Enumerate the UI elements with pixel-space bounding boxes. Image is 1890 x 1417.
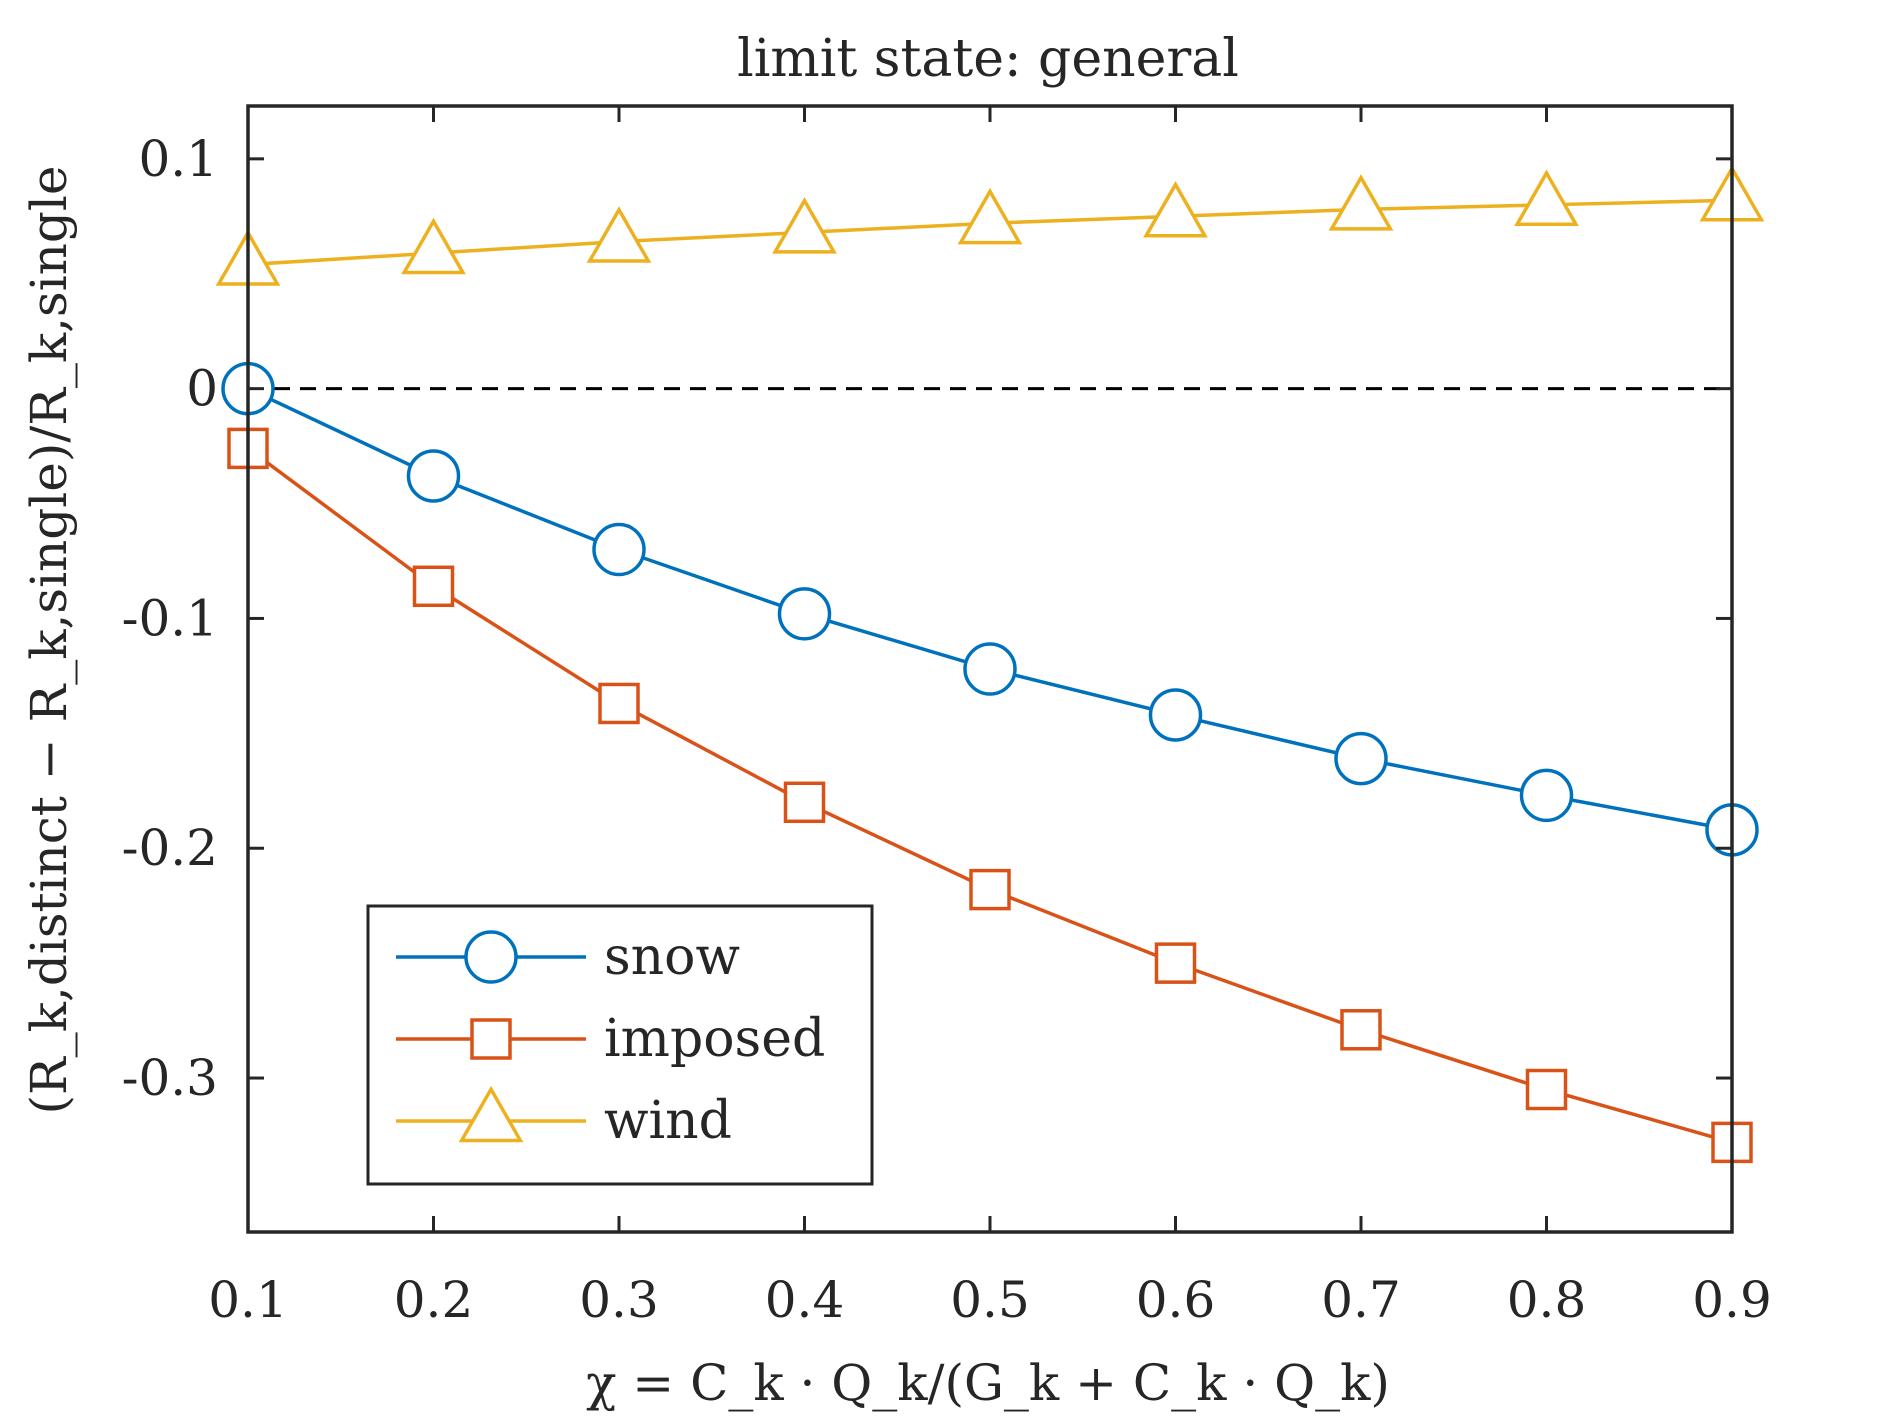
legend: snow imposed wind [366, 904, 874, 1186]
series-imposed [227, 427, 1753, 1164]
data-point-imposed-4 [783, 781, 826, 824]
x-tick-label: 0.9 [1692, 1271, 1772, 1329]
chart-title: limit state: general [737, 29, 1239, 89]
y-tick-label: -0.1 [122, 589, 218, 647]
legend-marker-imposed [470, 1018, 512, 1060]
y-tick-label: -0.3 [122, 1049, 218, 1107]
data-point-imposed-8 [1525, 1068, 1568, 1111]
x-tick-label: 0.7 [1321, 1271, 1401, 1329]
x-tick-label: 0.1 [208, 1271, 288, 1329]
y-axis-label: (R_k,distinct − R_k,single)/R_k,single [20, 166, 78, 1115]
x-tick-label: 0.5 [950, 1271, 1030, 1329]
data-point-snow-5 [963, 642, 1017, 696]
data-point-snow-8 [1519, 768, 1574, 823]
legend-marker-wind [458, 1085, 524, 1143]
data-point-snow-6 [1148, 688, 1203, 742]
data-point-wind-6 [1143, 181, 1208, 238]
x-tick-label: 0.8 [1507, 1271, 1587, 1329]
legend-label-imposed: imposed [604, 1009, 825, 1069]
data-point-imposed-7 [1340, 1009, 1382, 1051]
data-point-wind-2 [401, 217, 466, 275]
legend-label-snow: snow [604, 927, 740, 987]
legend-label-wind: wind [604, 1091, 732, 1151]
data-point-imposed-2 [412, 565, 455, 608]
y-tick-label: 0.1 [138, 130, 218, 188]
data-point-wind-7 [1328, 174, 1394, 231]
plot-area: 0.1 0.2 0.3 0.4 0.5 0.6 0.7 0.8 0.9 0.1 0 -0.1 -0.2 -… [122, 104, 1772, 1329]
legend-item-snow: snow [396, 927, 740, 987]
data-point-snow-4 [777, 587, 832, 641]
data-point-snow-2 [406, 449, 461, 503]
data-point-imposed-3 [598, 682, 640, 725]
legend-marker-snow [464, 930, 518, 984]
legend-box [366, 904, 874, 1186]
data-point-imposed-5 [969, 868, 1011, 911]
legend-item-imposed: imposed [396, 1009, 825, 1069]
data-point-wind-8 [1514, 169, 1579, 227]
y-tick-label: -0.2 [122, 819, 218, 877]
x-axis-label: χ = C_k · Q_k/(G_k + C_k · Q_k) [586, 1354, 1390, 1412]
data-point-wind-3 [586, 206, 652, 263]
x-tick-label: 0.2 [394, 1271, 474, 1329]
x-tick-label: 0.3 [579, 1271, 659, 1329]
data-point-wind-4 [772, 197, 837, 254]
data-point-wind-5 [957, 187, 1023, 245]
x-tick-label: 0.4 [765, 1271, 845, 1329]
data-point-imposed-6 [1154, 942, 1197, 984]
data-point-snow-7 [1334, 731, 1388, 786]
x-tick-label: 0.6 [1136, 1271, 1216, 1329]
data-point-snow-3 [592, 522, 646, 577]
legend-item-wind: wind [396, 1085, 732, 1151]
y-tick-label: 0 [186, 360, 218, 418]
